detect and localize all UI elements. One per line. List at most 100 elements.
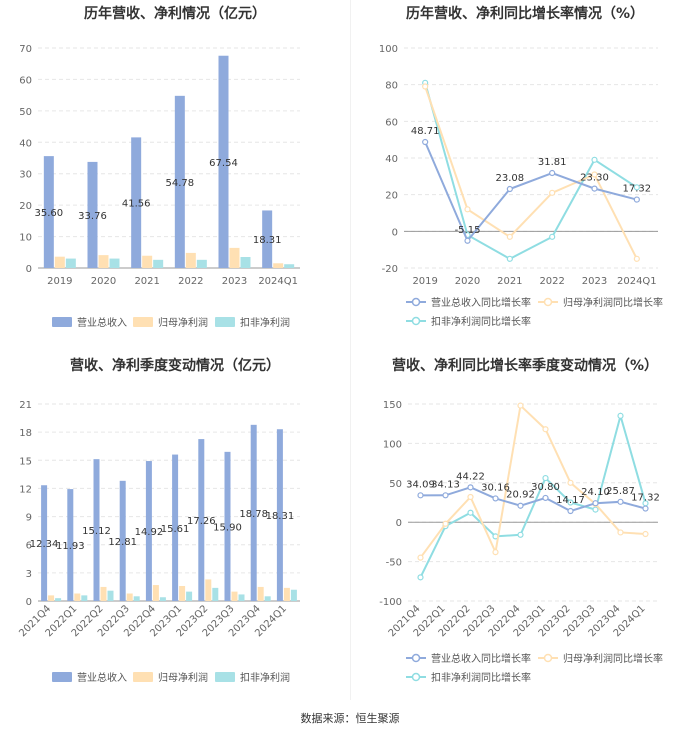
bar-net-profit <box>205 579 212 601</box>
data-point <box>591 171 598 178</box>
data-label: 12.34 <box>30 539 59 550</box>
data-point <box>467 484 474 491</box>
data-point <box>633 196 640 203</box>
data-label: 17.32 <box>623 184 652 195</box>
series-line <box>424 141 638 243</box>
series-line <box>424 86 638 260</box>
legend-swatch-marker <box>543 297 553 307</box>
legend-label: 归母净利润同比增长率 <box>563 296 663 309</box>
legend-label: 归母净利润 <box>158 671 208 684</box>
x-tick-label: 2023 <box>582 276 607 287</box>
data-point <box>642 530 649 538</box>
bar-revenue <box>119 480 126 601</box>
bar-deducted-profit <box>284 264 295 268</box>
data-label: 31.81 <box>538 157 567 168</box>
data-point <box>492 549 499 556</box>
bar-revenue <box>145 461 152 601</box>
data-point <box>591 185 598 192</box>
chart-svg: 营收、净利季度变动情况（亿元）0369121518212021Q42022Q12… <box>17 357 300 684</box>
bar-net-profit <box>48 595 55 601</box>
data-label: 48.71 <box>411 126 440 137</box>
y-tick-label: 50 <box>389 479 402 490</box>
data-point <box>506 233 513 240</box>
data-point <box>422 83 429 90</box>
data-source: 数据来源：恒生聚源 <box>300 712 400 725</box>
bar-deducted-profit <box>264 596 271 601</box>
legend-label: 扣非净利润同比增长率 <box>431 671 531 684</box>
data-point <box>442 520 449 527</box>
legend-swatch-marker <box>543 653 553 663</box>
x-tick-label: 2021 <box>134 276 159 287</box>
legend-label: 营业总收入 <box>77 316 127 329</box>
y-tick-label: 60 <box>385 117 398 128</box>
legend-label: 归母净利润同比增长率 <box>563 652 663 665</box>
y-tick-label: -100 <box>379 597 402 608</box>
x-tick-label: 2024Q1 <box>258 276 298 287</box>
y-tick-label: 80 <box>385 81 398 92</box>
bar-revenue <box>218 55 229 268</box>
data-point <box>633 184 640 191</box>
y-tick-label: 0 <box>392 227 398 238</box>
data-point <box>642 505 649 512</box>
data-point <box>492 495 499 502</box>
bar-deducted-profit <box>107 590 114 601</box>
bar-deducted-profit <box>186 591 193 601</box>
legend-swatch <box>215 317 235 327</box>
data-point <box>592 506 599 513</box>
bar-revenue <box>172 454 179 601</box>
data-point <box>542 494 549 502</box>
data-label: 15.61 <box>161 524 190 535</box>
y-tick-label: -50 <box>386 558 402 569</box>
chart-title: 营收、净利季度变动情况（亿元） <box>70 357 280 374</box>
bar-net-profit <box>185 252 196 268</box>
data-label: 11.93 <box>56 541 85 552</box>
y-tick-label: 10 <box>19 233 32 244</box>
data-point <box>467 509 474 516</box>
y-tick-label: 150 <box>383 400 402 411</box>
chart-title: 历年营收、净利情况（亿元） <box>84 5 266 22</box>
bar-net-profit <box>142 255 153 268</box>
data-point <box>549 169 556 177</box>
data-label: 14.17 <box>556 495 585 506</box>
data-label: 25.87 <box>606 486 635 497</box>
legend-swatch <box>133 672 153 682</box>
data-point <box>617 529 624 536</box>
y-tick-label: 0 <box>26 597 32 608</box>
y-tick-label: 50 <box>19 107 32 118</box>
data-point <box>517 402 524 409</box>
bar-deducted-profit <box>240 257 251 268</box>
bar-deducted-profit <box>109 258 120 268</box>
y-tick-label: 15 <box>19 456 32 467</box>
data-point <box>517 502 524 509</box>
y-tick-label: 0 <box>396 518 402 529</box>
x-tick-label: 2019 <box>47 276 72 287</box>
legend-label: 营业总收入 <box>77 671 127 684</box>
bar-net-profit <box>273 263 284 268</box>
x-tick-label: 2022 <box>178 276 203 287</box>
y-tick-label: 3 <box>26 569 32 580</box>
data-point <box>542 474 549 482</box>
data-label: 15.12 <box>82 526 111 537</box>
y-tick-label: 100 <box>383 439 402 450</box>
data-label: 30.16 <box>481 482 510 493</box>
legend-label: 归母净利润 <box>158 316 208 329</box>
chart-quarterly-growth-rate: 营收、净利同比增长率季度变动情况（%） -100 -50 0 50 100 150 2021Q… <box>350 352 700 702</box>
y-tick-label: 12 <box>19 484 32 495</box>
data-point <box>567 479 574 486</box>
data-point <box>517 531 524 538</box>
bar-revenue <box>87 161 98 268</box>
data-point <box>506 255 513 262</box>
data-label: 30.80 <box>531 482 560 493</box>
data-point <box>467 493 474 501</box>
series-line <box>419 403 646 559</box>
data-label: 18.31 <box>266 511 295 522</box>
data-point <box>591 156 598 163</box>
bar-deducted-profit <box>55 598 62 601</box>
data-label: 34.13 <box>431 479 460 490</box>
chart-title: 营收、净利同比增长率季度变动情况（%） <box>392 357 658 374</box>
legend-label: 营业总收入同比增长率 <box>431 296 531 309</box>
data-label: 23.08 <box>496 173 525 184</box>
bar-revenue <box>224 451 231 601</box>
y-tick-label: 6 <box>26 541 32 552</box>
bar-deducted-profit <box>65 258 76 268</box>
